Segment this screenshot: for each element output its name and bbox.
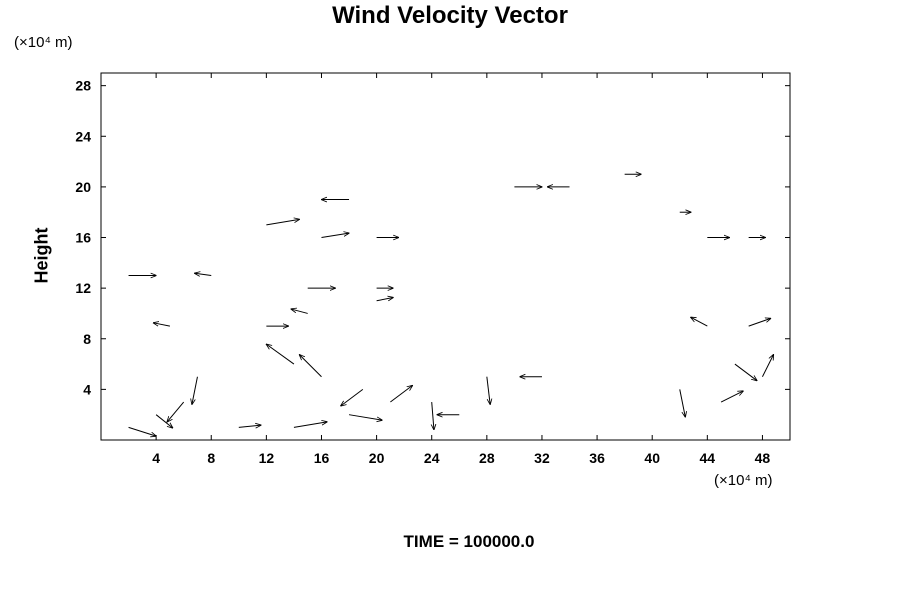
wind-vector [761,355,773,377]
x-tick-label: 24 [424,450,440,466]
wind-vector [390,386,412,403]
vector-layer [128,174,774,436]
wind-vector [155,414,173,428]
wind-vector [679,389,686,417]
wind-vector [348,414,382,421]
plot-frame [100,72,791,441]
wind-vector [341,388,364,406]
wind-vector [734,363,757,381]
x-tick-label: 4 [152,450,160,466]
wind-vector [748,318,771,327]
wind-vector [720,391,743,403]
y-axis-unit-label: (×10⁴ m) [14,34,73,51]
wind-vector [128,426,157,436]
wind-vector [195,273,212,275]
chart-title: Wind Velocity Vector [332,2,568,29]
x-axis-unit-label: (×10⁴ m) [714,472,773,489]
wind-vector [238,425,261,427]
time-label: TIME = 100000.0 [403,532,535,551]
x-tick-label: 44 [700,450,716,466]
x-tick-label: 16 [314,450,330,466]
y-tick-label: 12 [75,280,91,296]
y-tick-label: 24 [75,128,91,144]
x-tick-label: 48 [755,450,771,466]
wind-vector [266,344,295,365]
wind-vector [321,233,349,239]
x-tick-label: 12 [259,450,275,466]
x-tick-label: 8 [207,450,215,466]
wind-vector [691,317,708,327]
wind-vector [291,309,308,314]
wind-vector [192,376,198,405]
x-tick-label: 36 [589,450,605,466]
wind-vector [432,401,434,430]
wind-vector [299,355,322,378]
wind-vector [486,376,490,405]
wind-vector [293,422,327,428]
y-tick-label: 4 [83,381,91,397]
wind-vector [153,323,170,327]
x-tick-label: 40 [644,450,660,466]
y-tick-label: 20 [75,179,91,195]
y-tick-label: 16 [75,230,91,246]
y-tick-label: 28 [75,78,91,94]
wind-vector [167,401,185,422]
x-tick-label: 20 [369,450,385,466]
wind-vector [266,219,299,226]
y-tick-label: 8 [83,331,91,347]
x-tick-label: 32 [534,450,550,466]
wind-vector [376,297,394,302]
x-tick-label: 28 [479,450,495,466]
